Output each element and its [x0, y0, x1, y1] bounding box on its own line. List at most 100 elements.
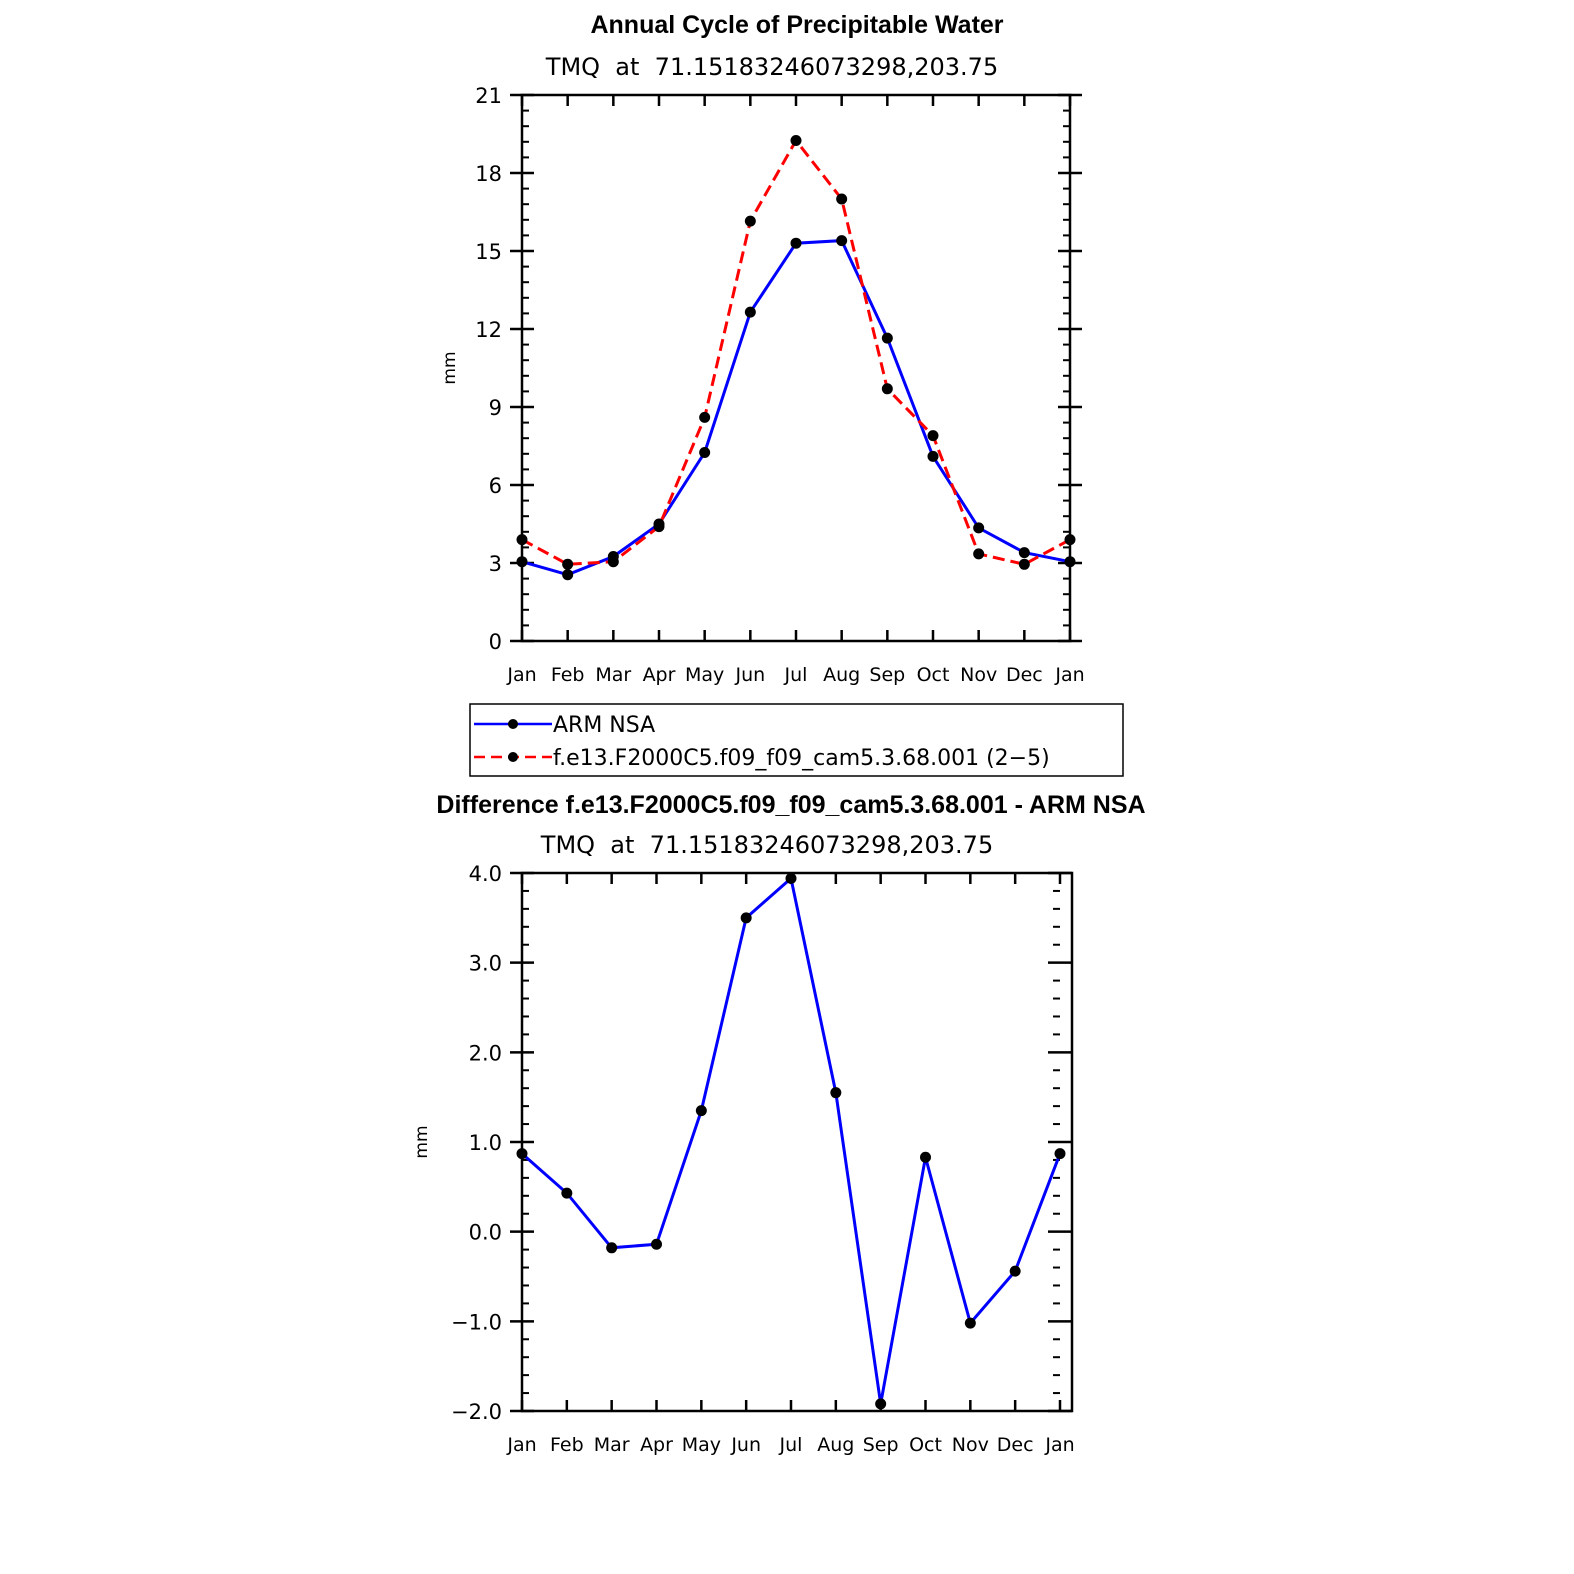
series-1-point — [790, 135, 802, 146]
x-tick-label: Jul — [784, 664, 808, 686]
series-0-point — [695, 1105, 707, 1117]
y-tick-label: 0.0 — [469, 1221, 502, 1245]
x-tick-label: Aug — [817, 1434, 854, 1456]
x-tick-label: Jul — [779, 1434, 803, 1456]
legend-label-arm-nsa: ARM NSA — [553, 713, 655, 738]
x-tick-label: Oct — [909, 1434, 942, 1456]
legend-marker-model — [508, 752, 518, 762]
series-1-point — [927, 430, 939, 442]
x-tick-label: Sep — [863, 1434, 899, 1456]
top-chart: Annual Cycle of Precipitable Water TMQ a… — [440, 11, 1124, 777]
y-tick-label: 9 — [489, 396, 502, 420]
x-tick-label: Apr — [640, 1434, 673, 1456]
series-0-point — [973, 522, 985, 534]
top-chart-x-tick-labels: Jan Feb Mar Apr May Jun Jul Aug Sep Oct Nov Dec Jan — [506, 664, 1084, 686]
bottom-chart-ticks — [510, 871, 1072, 1413]
series-line-0 — [521, 875, 1062, 1405]
series-1-point — [973, 548, 985, 560]
x-tick-label: Dec — [997, 1434, 1034, 1456]
y-tick-label: 3.0 — [469, 952, 502, 976]
series-1-point — [607, 556, 619, 568]
y-tick-label: 18 — [475, 162, 502, 186]
x-tick-label: Jun — [730, 1434, 761, 1456]
series-0-point — [920, 1151, 931, 1163]
bottom-chart-subtitle: TMQ at 71.15183246073298,203.75 — [540, 831, 993, 859]
x-tick-label: May — [685, 664, 724, 686]
series-0-point — [836, 235, 848, 247]
series-0-point — [651, 1238, 662, 1250]
series-0-point — [1054, 1148, 1066, 1160]
x-tick-label: Jan — [506, 664, 536, 686]
series-1-point — [744, 215, 756, 227]
x-tick-label: Sep — [869, 664, 905, 686]
series-0-point — [740, 912, 752, 924]
x-tick-label: Oct — [917, 664, 950, 686]
series-0-point — [699, 447, 711, 458]
legend-label-model: f.e13.F2000C5.f09_f09_cam5.3.68.001 (2−5… — [553, 746, 1050, 771]
series-0-point — [964, 1317, 976, 1329]
x-tick-label: Jun — [734, 664, 765, 686]
series-0-point — [1009, 1265, 1021, 1277]
y-tick-label: 1.0 — [469, 1131, 502, 1155]
series-1-point — [836, 193, 848, 205]
x-tick-label: Mar — [594, 1434, 630, 1456]
y-tick-label: 2.0 — [469, 1041, 502, 1065]
y-tick-label: 3 — [489, 552, 502, 576]
series-0-point — [875, 1398, 887, 1410]
series-0-point — [516, 556, 528, 568]
series-1-point — [1064, 534, 1076, 546]
y-tick-label: −1.0 — [451, 1310, 502, 1334]
series-0-point — [790, 237, 802, 249]
series-0-point — [881, 332, 893, 344]
y-tick-label: −2.0 — [451, 1400, 502, 1424]
x-tick-label: Jan — [1054, 664, 1084, 686]
top-chart-title: Annual Cycle of Precipitable Water — [590, 11, 1003, 39]
top-chart-series — [516, 135, 1076, 581]
bottom-chart-ylabel: mm — [412, 1125, 432, 1158]
series-1-point — [562, 558, 574, 570]
series-1-point — [881, 383, 893, 395]
series-0-point — [830, 1087, 842, 1099]
bottom-chart-y-tick-labels: −2.0 −1.0 0.0 1.0 2.0 3.0 4.0 — [451, 862, 502, 1424]
series-line-0 — [521, 239, 1071, 577]
x-tick-label: Feb — [550, 1434, 584, 1456]
series-0-point — [606, 1242, 618, 1254]
bottom-chart-x-tick-labels: Jan Feb Mar Apr May Jun Jul Aug Sep Oct Nov Dec Jan — [506, 1434, 1074, 1456]
y-tick-label: 15 — [475, 240, 502, 264]
series-line-1 — [521, 137, 1071, 566]
y-tick-label: 6 — [489, 474, 502, 498]
top-chart-subtitle: TMQ at 71.15183246073298,203.75 — [545, 53, 998, 81]
legend-box — [469, 703, 1124, 777]
bottom-chart-title: Difference f.e13.F2000C5.f09_f09_cam5.3.… — [436, 791, 1145, 819]
series-0-point — [1018, 547, 1030, 559]
top-chart-legend: ARM NSA f.e13.F2000C5.f09_f09_cam5.3.68.… — [469, 703, 1124, 777]
top-chart-y-tick-labels: 0 3 6 9 12 15 18 21 — [475, 84, 502, 654]
y-tick-label: 4.0 — [469, 862, 502, 886]
x-tick-label: Apr — [643, 664, 676, 686]
series-0-point — [927, 450, 939, 462]
x-tick-label: Dec — [1006, 664, 1043, 686]
series-0-point — [516, 1148, 528, 1160]
y-tick-label: 0 — [489, 630, 502, 654]
series-0-point — [785, 872, 797, 884]
x-tick-label: Feb — [551, 664, 585, 686]
x-tick-label: Jan — [1044, 1434, 1074, 1456]
series-1-point — [699, 411, 711, 423]
series-0-point — [1064, 556, 1076, 568]
x-tick-label: Mar — [595, 664, 631, 686]
series-0-point — [562, 569, 574, 581]
legend-marker-arm-nsa — [508, 719, 518, 729]
bottom-chart: Difference f.e13.F2000C5.f09_f09_cam5.3.… — [412, 791, 1146, 1456]
x-tick-label: Jan — [506, 1434, 536, 1456]
x-tick-label: Nov — [952, 1434, 989, 1456]
series-0-point — [561, 1187, 573, 1199]
x-tick-label: Nov — [960, 664, 997, 686]
series-0-point — [744, 306, 756, 318]
series-1-point — [653, 521, 665, 533]
y-tick-label: 12 — [475, 318, 502, 342]
top-chart-ylabel: mm — [440, 351, 460, 384]
y-tick-label: 21 — [475, 84, 502, 108]
x-tick-label: May — [682, 1434, 721, 1456]
series-1-point — [516, 534, 528, 546]
